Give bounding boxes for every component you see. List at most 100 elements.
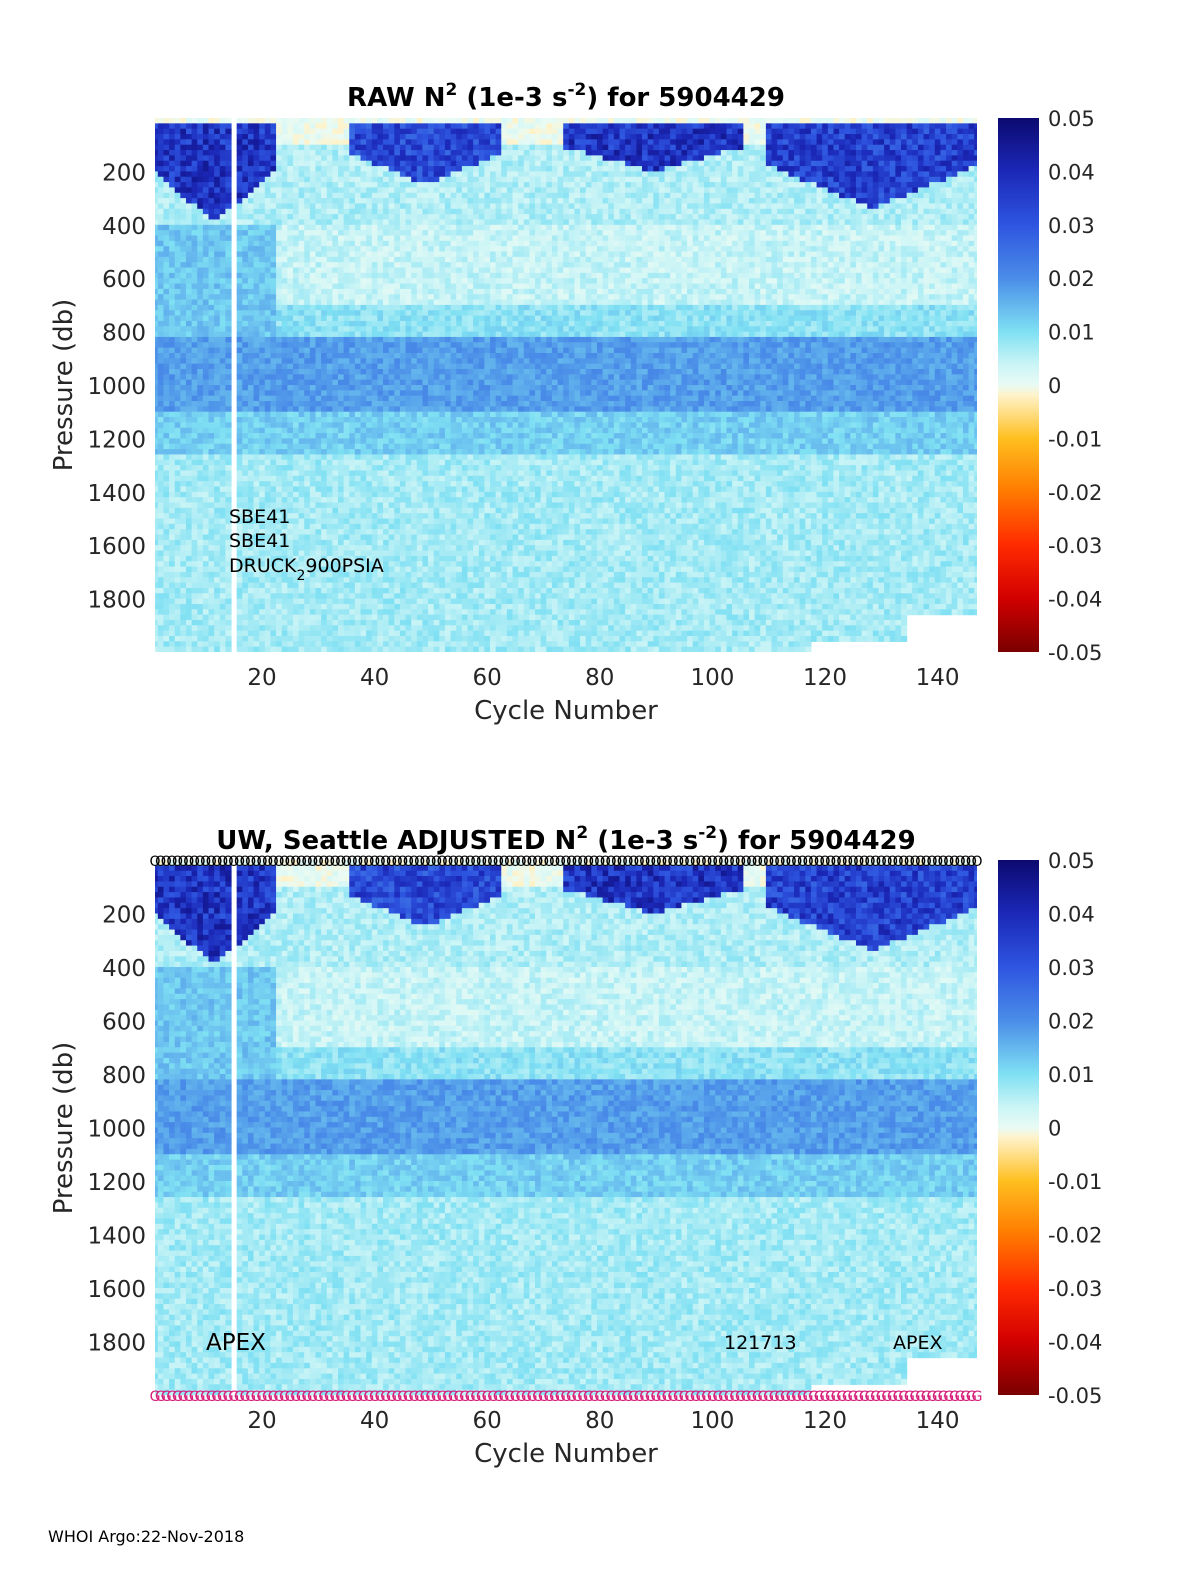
heat-cell xyxy=(315,331,322,338)
heat-cell xyxy=(197,139,204,146)
heat-cell xyxy=(332,406,339,413)
heat-cell xyxy=(371,619,378,626)
heat-cell xyxy=(202,427,210,434)
heat-cell xyxy=(219,144,226,151)
heat-cell xyxy=(292,630,300,637)
heat-cell xyxy=(405,315,412,322)
heat-cell xyxy=(197,449,204,456)
heat-cell xyxy=(309,294,317,301)
heat-cell xyxy=(416,203,424,210)
heat-cell xyxy=(197,582,204,589)
heat-cell xyxy=(321,374,328,381)
heat-cell xyxy=(321,459,328,466)
heat-cell xyxy=(394,347,401,354)
heat-cell xyxy=(292,529,300,536)
heat-cell xyxy=(405,443,412,450)
heat-cell xyxy=(405,539,412,546)
heat-cell xyxy=(214,118,221,124)
heat-cell xyxy=(405,401,412,407)
heat-cell xyxy=(157,214,165,221)
heat-cell xyxy=(315,176,322,183)
heat-cell xyxy=(394,336,401,343)
heat-cell xyxy=(197,310,204,317)
heat-cell xyxy=(197,545,204,552)
heat-cell xyxy=(354,502,362,509)
heat-cell xyxy=(276,475,283,482)
heat-cell xyxy=(247,166,255,172)
heat-cell xyxy=(157,251,165,258)
heat-cell xyxy=(219,646,226,652)
heat-cell xyxy=(155,347,159,354)
heat-cell xyxy=(326,230,333,237)
heat-cell xyxy=(202,582,210,589)
heat-cell xyxy=(185,182,193,189)
heat-cell xyxy=(321,571,328,578)
heat-cell xyxy=(360,187,367,194)
heat-cell xyxy=(236,433,243,439)
heat-cell xyxy=(259,566,266,573)
heat-cell xyxy=(343,374,350,381)
heat-cell xyxy=(366,582,373,589)
heat-cell xyxy=(225,465,232,472)
heat-cell xyxy=(321,603,328,610)
heat-cell xyxy=(354,518,362,525)
heat-cell xyxy=(349,641,356,648)
heat-cell xyxy=(377,230,384,237)
heat-cell xyxy=(242,182,249,189)
heat-cell xyxy=(315,406,322,413)
heat-cell xyxy=(155,561,159,568)
heat-cell xyxy=(315,523,322,530)
heat-cell xyxy=(157,641,165,648)
heat-cell xyxy=(236,561,243,568)
heat-cell xyxy=(270,214,277,221)
heat-cell xyxy=(399,352,407,359)
heat-cell xyxy=(276,203,283,210)
heat-cell xyxy=(422,619,429,626)
heat-cell xyxy=(191,288,198,295)
heat-cell xyxy=(214,561,221,568)
heat-cell xyxy=(377,256,384,263)
heat-cell xyxy=(292,368,300,375)
heat-cell xyxy=(197,251,204,258)
heat-cell xyxy=(321,198,328,205)
heat-cell xyxy=(185,443,193,450)
heat-cell xyxy=(185,219,193,226)
heat-cell xyxy=(225,320,232,327)
heat-cell xyxy=(304,304,311,311)
heat-cell xyxy=(242,310,249,317)
heat-cell xyxy=(321,256,328,263)
heat-cell xyxy=(185,208,193,215)
heat-cell xyxy=(315,315,322,322)
heat-cell xyxy=(411,625,418,632)
heat-cell xyxy=(366,534,373,541)
heat-cell xyxy=(428,470,435,477)
heat-cell xyxy=(366,246,373,253)
heat-cell xyxy=(287,481,294,488)
heat-cell xyxy=(304,171,311,178)
heat-cell xyxy=(383,214,390,221)
heat-cell xyxy=(247,198,255,205)
heat-cell xyxy=(287,331,294,338)
heat-cell xyxy=(276,385,283,391)
heat-cell xyxy=(242,550,249,557)
heat-cell xyxy=(309,256,317,263)
heat-cell xyxy=(197,470,204,477)
heat-cell xyxy=(326,150,333,156)
heat-cell xyxy=(191,571,198,578)
heat-cell xyxy=(174,385,181,391)
heat-cell xyxy=(174,433,181,439)
heat-cell xyxy=(208,139,215,146)
heat-cell xyxy=(185,288,193,295)
heat-cell xyxy=(416,150,424,156)
heat-cell xyxy=(416,491,424,498)
heat-cell xyxy=(354,609,362,616)
heat-cell xyxy=(242,486,249,493)
heat-cell xyxy=(360,310,367,317)
heat-cell xyxy=(298,299,305,306)
heat-cell xyxy=(411,481,418,488)
heat-cell xyxy=(383,208,390,215)
heat-cell xyxy=(416,208,424,215)
heat-cell xyxy=(388,230,395,237)
heat-cell xyxy=(360,385,367,391)
heat-cell xyxy=(219,208,226,215)
